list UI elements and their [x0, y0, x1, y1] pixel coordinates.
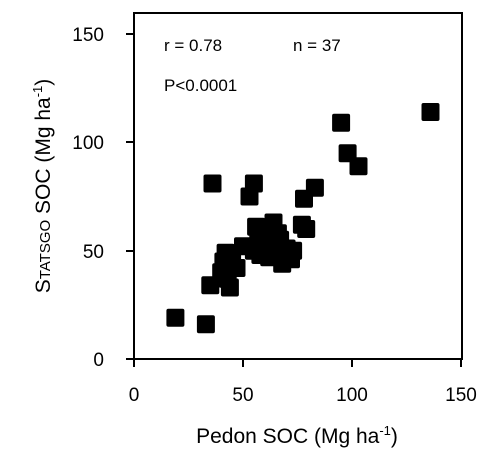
data-point — [284, 241, 303, 260]
x-axis-title: Pedon SOC (Mg ha-1) — [196, 423, 398, 448]
y-tick-label: 100 — [72, 133, 104, 154]
x-tick-label: 50 — [232, 385, 253, 406]
data-point — [332, 113, 351, 132]
data-points — [166, 103, 440, 334]
y-axis-title-smallcaps: TATSGO — [37, 220, 54, 279]
y-axis-title: STATSGO SOC (Mg ha-1) — [30, 79, 55, 294]
y-axis-ticks — [126, 33, 134, 360]
x-axis-title-main: Pedon SOC (Mg ha — [196, 425, 380, 448]
data-point — [196, 315, 215, 334]
data-point — [305, 178, 324, 197]
y-tick-label: 0 — [93, 350, 104, 371]
annotation-p: P<0.0001 — [164, 76, 237, 95]
data-point — [166, 308, 185, 327]
data-point — [203, 174, 222, 193]
x-tick-label: 100 — [336, 385, 368, 406]
y-tick-labels: 0 50 100 150 — [72, 25, 104, 371]
y-tick-label: 50 — [83, 242, 104, 263]
plot-frame — [133, 12, 463, 360]
x-axis-title-sup: -1 — [379, 423, 391, 438]
data-point — [349, 157, 368, 176]
y-axis-title-end: ) — [32, 79, 55, 86]
data-point — [227, 259, 246, 277]
x-axis-ticks — [133, 359, 462, 367]
data-point — [220, 278, 239, 297]
data-point — [421, 103, 440, 121]
y-axis-title-main: SOC (Mg ha — [32, 97, 55, 220]
x-tick-labels: 0 50 100 150 — [129, 385, 477, 406]
data-point — [244, 174, 263, 193]
annotation-n: n = 37 — [293, 36, 341, 55]
y-axis-title-cap: S — [32, 279, 55, 293]
y-axis-title-sup: -1 — [30, 86, 45, 98]
x-axis-title-end: ) — [391, 425, 398, 448]
x-tick-label: 0 — [129, 385, 140, 406]
annotation-r: r = 0.78 — [164, 36, 222, 55]
data-point — [297, 220, 316, 238]
y-tick-label: 150 — [72, 25, 104, 46]
x-tick-label: 150 — [445, 385, 477, 406]
